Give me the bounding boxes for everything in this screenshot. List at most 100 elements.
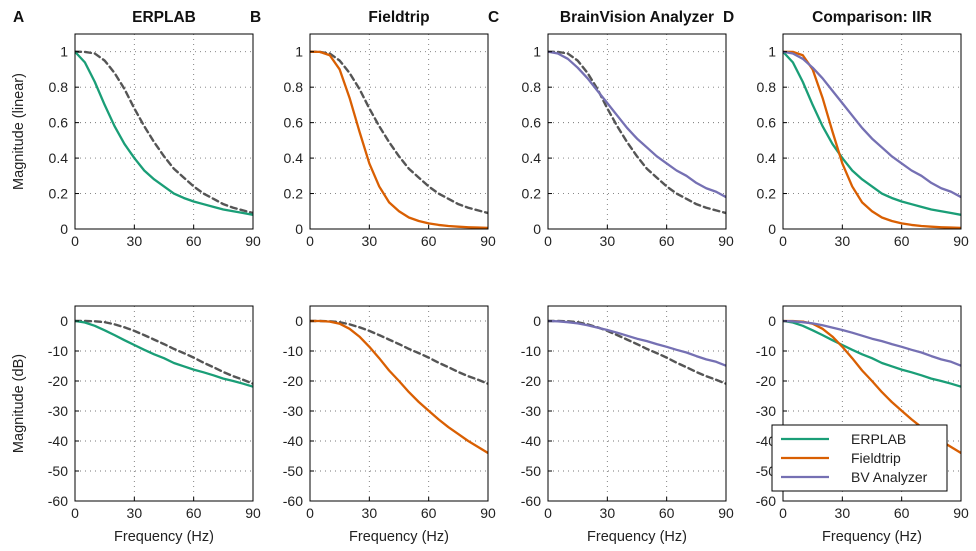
y-tick-label: -60	[48, 493, 68, 509]
series-line-fieldtrip	[310, 319, 488, 455]
x-tick-label: 0	[306, 233, 314, 249]
y-tick-label: -50	[756, 463, 776, 479]
y-tick-label: -40	[283, 433, 303, 449]
x-tick-label: 0	[544, 505, 552, 521]
chart-title: Comparison: IIR	[812, 9, 932, 26]
x-tick-label: 90	[245, 505, 261, 521]
x-tick-label: 90	[718, 505, 734, 521]
y-tick-label: 0.2	[522, 186, 542, 202]
x-tick-label: 0	[71, 233, 79, 249]
series-line-erplab	[75, 319, 253, 388]
y-tick-label: 0.8	[757, 79, 777, 95]
series-line-bv-analyzer	[783, 50, 961, 199]
y-tick-label: 1	[768, 44, 776, 60]
y-tick-label: 0.8	[284, 79, 304, 95]
y-tick-label: 0.6	[284, 115, 304, 131]
axes-box	[309, 305, 489, 502]
legend-entry: ERPLAB	[851, 431, 906, 447]
y-tick-label: -30	[521, 403, 541, 419]
y-tick-label: 0.6	[757, 115, 777, 131]
x-tick-label: 0	[306, 505, 314, 521]
y-tick-label: 0.4	[522, 150, 542, 166]
y-tick-label: 0	[295, 313, 303, 329]
panel-B-bottom: 0 30 60 90 0 -10 -20 -30 -40 -50 -60 Frequency (Hz)	[283, 305, 496, 545]
panel-D-top: 0 30 60 90 0 0.2 0.4 0.6 0.8 1 Comparison: IIR D	[723, 9, 969, 249]
x-tick-label: 60	[421, 233, 437, 249]
y-tick-label: -60	[756, 493, 776, 509]
series-line-erplab	[75, 50, 253, 216]
y-axis-label: Magnitude (dB)	[11, 354, 27, 453]
x-tick-label: 60	[659, 505, 675, 521]
axes-box	[309, 33, 489, 230]
series-line-erplab	[783, 319, 961, 388]
x-tick-label: 30	[362, 233, 378, 249]
y-tick-label: -30	[756, 403, 776, 419]
x-tick-label: 90	[953, 505, 969, 521]
y-tick-label: -60	[521, 493, 541, 509]
series-line-fieldtrip	[310, 50, 488, 229]
series-line-erplab	[783, 50, 961, 216]
y-tick-label: 0	[533, 221, 541, 237]
x-tick-label: 60	[659, 233, 675, 249]
legend: ERPLAB Fieldtrip BV Analyzer	[771, 424, 948, 492]
x-tick-label: 0	[779, 505, 787, 521]
y-tick-label: -10	[48, 343, 68, 359]
x-tick-label: 30	[362, 505, 378, 521]
x-tick-label: 90	[953, 233, 969, 249]
y-tick-label: 0.6	[522, 115, 542, 131]
x-tick-label: 60	[186, 505, 202, 521]
series-line-reference-dashed	[548, 319, 726, 385]
chart-title: BrainVision Analyzer	[560, 9, 714, 26]
x-tick-label: 60	[186, 233, 202, 249]
panel-B-top: 0 30 60 90 0 0.2 0.4 0.6 0.8 1 Fieldtrip B	[250, 9, 496, 249]
series-line-reference-dashed	[548, 50, 726, 215]
x-tick-label: 0	[544, 233, 552, 249]
y-tick-label: -40	[521, 433, 541, 449]
x-tick-label: 90	[480, 233, 496, 249]
y-tick-label: -40	[756, 433, 776, 449]
x-tick-label: 30	[600, 505, 616, 521]
axes-box	[74, 33, 254, 230]
panel-C-top: 0 30 60 90 0 0.2 0.4 0.6 0.8 1 BrainVision Analyze…	[488, 9, 734, 249]
y-tick-label: -10	[521, 343, 541, 359]
x-axis-label: Frequency (Hz)	[587, 529, 687, 545]
series-line-fieldtrip	[783, 50, 961, 229]
x-axis-label: Frequency (Hz)	[822, 529, 922, 545]
y-tick-label: -50	[521, 463, 541, 479]
y-tick-label: -60	[283, 493, 303, 509]
x-tick-label: 30	[127, 233, 143, 249]
y-tick-label: 1	[60, 44, 68, 60]
x-axis-label: Frequency (Hz)	[349, 529, 449, 545]
y-tick-label: 0.2	[757, 186, 777, 202]
y-tick-label: 0.2	[284, 186, 304, 202]
x-tick-label: 30	[127, 505, 143, 521]
y-axis-label: Magnitude (linear)	[11, 73, 27, 190]
y-tick-label: 0	[768, 221, 776, 237]
y-tick-label: -20	[283, 373, 303, 389]
y-tick-label: -30	[48, 403, 68, 419]
y-tick-label: -20	[756, 373, 776, 389]
y-tick-label: 1	[295, 44, 303, 60]
x-tick-label: 0	[779, 233, 787, 249]
y-tick-label: 0.6	[49, 115, 69, 131]
y-tick-label: 1	[533, 44, 541, 60]
x-tick-label: 60	[894, 505, 910, 521]
y-tick-label: 0.8	[49, 79, 69, 95]
y-tick-label: 0.4	[284, 150, 304, 166]
y-tick-label: -40	[48, 433, 68, 449]
y-tick-label: -50	[48, 463, 68, 479]
series-line-reference-dashed	[310, 319, 488, 385]
x-tick-label: 90	[245, 233, 261, 249]
series-line-reference-dashed	[310, 50, 488, 215]
y-tick-label: 0	[295, 221, 303, 237]
chart-title: Fieldtrip	[368, 9, 429, 26]
panel-C-bottom: 0 30 60 90 0 -10 -20 -30 -40 -50 -60 Frequency (Hz)	[521, 305, 734, 545]
y-tick-label: -20	[521, 373, 541, 389]
y-tick-label: 0.2	[49, 186, 69, 202]
y-tick-label: 0.4	[757, 150, 777, 166]
series-line-reference-dashed	[75, 319, 253, 385]
y-tick-label: 0	[533, 313, 541, 329]
legend-entry: Fieldtrip	[851, 450, 901, 466]
axes-box	[74, 305, 254, 502]
